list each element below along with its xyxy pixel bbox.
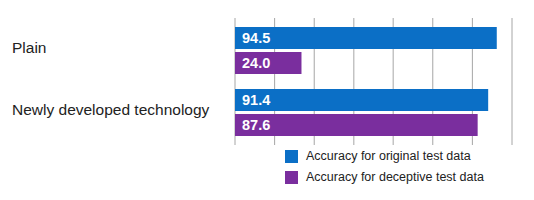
grid [235, 18, 512, 145]
data-labels: 94.5 24.0 91.4 87.6 [242, 30, 270, 133]
bar [235, 114, 478, 136]
data-label: 94.5 [242, 30, 270, 46]
bar [235, 27, 497, 49]
legend-swatch [285, 171, 298, 184]
legend: Accuracy for original test data Accuracy … [285, 149, 484, 184]
bar [235, 52, 301, 74]
legend-label: Accuracy for deceptive test data [306, 170, 484, 184]
chart-svg: 94.5 24.0 91.4 87.6 Plain Newly developed tec… [0, 0, 534, 200]
category-label: Plain [12, 39, 46, 56]
bars [235, 27, 497, 136]
bar [235, 89, 488, 111]
legend-label: Accuracy for original test data [306, 149, 471, 163]
data-label: 91.4 [242, 92, 270, 108]
legend-swatch [285, 150, 298, 163]
category-label: Newly developed technology [12, 101, 210, 118]
grid-line [512, 18, 513, 145]
category-labels: Plain Newly developed technology [12, 39, 210, 118]
chart-container: 94.5 24.0 91.4 87.6 Plain Newly developed tec… [0, 0, 534, 200]
data-label: 24.0 [242, 55, 270, 71]
data-label: 87.6 [242, 117, 270, 133]
